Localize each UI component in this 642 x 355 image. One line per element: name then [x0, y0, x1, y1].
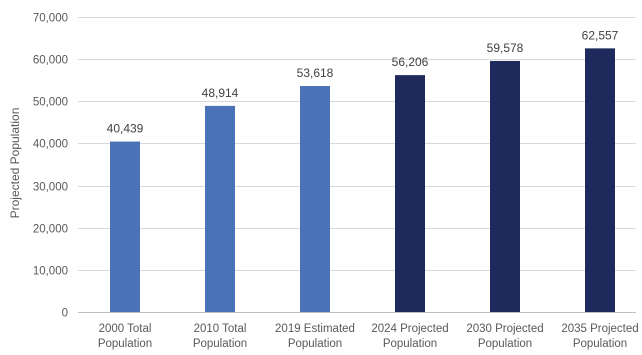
data-label: 59,578: [487, 41, 524, 55]
category-label: Population: [288, 338, 342, 350]
gridlines: [78, 17, 636, 313]
category-label: Population: [478, 338, 532, 350]
data-label: 56,206: [392, 55, 429, 69]
category-label: 2024 Projected: [371, 323, 448, 335]
bar: [110, 141, 140, 312]
bar: [585, 48, 615, 312]
y-tick-label: 50,000: [33, 97, 68, 109]
category-label: 2010 Total: [194, 323, 247, 335]
y-tick-label: 60,000: [33, 55, 68, 67]
data-label: 53,618: [297, 66, 334, 80]
y-tick-label: 30,000: [33, 182, 68, 194]
bars: [110, 48, 615, 313]
category-label: Population: [98, 338, 152, 350]
y-tick-label: 40,000: [33, 139, 68, 151]
category-labels: 2000 Total Population 2010 Total Population…: [98, 323, 639, 350]
category-label: Population: [383, 338, 437, 350]
category-label: 2030 Projected: [466, 323, 543, 335]
data-label: 62,557: [582, 28, 619, 42]
data-labels: 40,439 48,914 53,618 56,206 59,578 62,557: [107, 28, 619, 135]
data-label: 48,914: [202, 86, 239, 100]
category-label: Population: [573, 338, 627, 350]
y-tick-label: 10,000: [33, 266, 68, 278]
y-tick-label: 20,000: [33, 224, 68, 236]
bar: [395, 75, 425, 312]
bar: [490, 60, 520, 312]
y-axis-title: Projected Population: [8, 108, 22, 219]
bar: [205, 105, 235, 312]
bar: [300, 86, 330, 313]
y-tick-label: 70,000: [33, 13, 68, 25]
category-label: 2019 Estimated: [275, 323, 355, 335]
y-tick-label: 0: [62, 308, 68, 320]
y-axis-ticks: 0 10,000 20,000 30,000 40,000 50,000 60,000 70,…: [33, 13, 68, 320]
category-label: 2000 Total: [99, 323, 152, 335]
category-label: 2035 Projected: [561, 323, 638, 335]
category-label: Population: [193, 338, 247, 350]
data-label: 40,439: [107, 122, 144, 136]
